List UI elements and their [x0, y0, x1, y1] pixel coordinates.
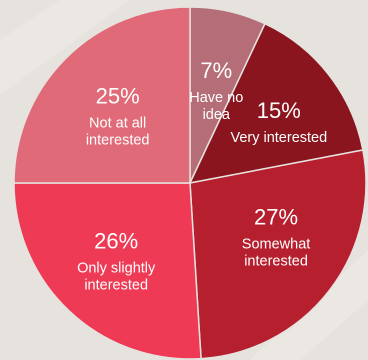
slice-category-label: Somewhat [242, 237, 311, 253]
slice-percent-label: 15% [257, 98, 301, 123]
slice-percent-label: 7% [200, 58, 232, 83]
pie-slices [13, 6, 367, 360]
background-stripe [0, 0, 130, 95]
pie-slice [13, 182, 202, 360]
slice-category-label: Not at all [89, 115, 146, 131]
slice-category-label: idea [203, 107, 231, 123]
slice-percent-label: 27% [254, 205, 298, 230]
slice-category-label: Have no [189, 90, 243, 106]
slice-category-label: interested [84, 278, 148, 294]
slice-percent-label: 25% [96, 83, 140, 108]
slice-category-label: Very interested [230, 130, 327, 146]
pie-slice [13, 6, 191, 184]
slice-category-label: interested [86, 132, 150, 148]
pie-slice [188, 22, 364, 185]
pie-slice [189, 149, 367, 360]
slice-category-label: Only slightly [77, 261, 156, 277]
slice-category-label: interested [244, 254, 308, 270]
slice-percent-label: 26% [94, 229, 138, 254]
